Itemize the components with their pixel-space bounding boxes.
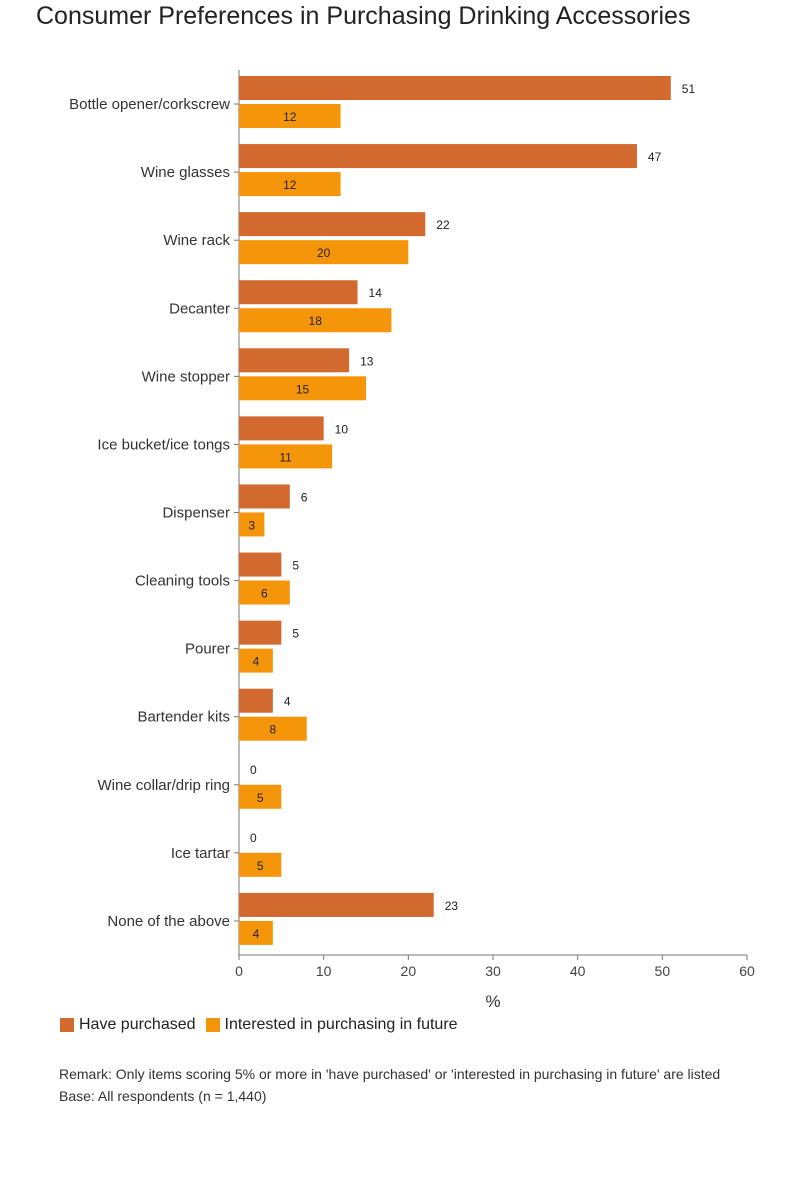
value-label-interested: 12 bbox=[283, 178, 297, 192]
legend-swatch-interested bbox=[205, 1018, 220, 1032]
value-label-interested: 4 bbox=[253, 927, 260, 941]
category-label: Dispenser bbox=[162, 505, 230, 522]
x-tick-label: 60 bbox=[739, 963, 755, 979]
category-label: Decanter bbox=[169, 300, 230, 317]
bar-have-purchased bbox=[239, 76, 671, 100]
category-label: Pourer bbox=[185, 641, 230, 658]
category-label: Ice tartar bbox=[171, 845, 230, 862]
bar-interested bbox=[239, 716, 307, 741]
bar-have-purchased bbox=[239, 484, 290, 509]
chart-notes: Remark: Only items scoring 5% or more in… bbox=[59, 1063, 729, 1107]
legend-label-interested: Interested in purchasing in future bbox=[224, 1016, 458, 1033]
value-label-interested: 6 bbox=[261, 587, 268, 601]
bar-interested bbox=[239, 444, 333, 469]
value-label-interested: 4 bbox=[253, 655, 260, 669]
legend-label-have-purchased: Have purchased bbox=[79, 1016, 196, 1033]
value-label-have-purchased: 22 bbox=[436, 218, 450, 232]
value-label-have-purchased: 47 bbox=[648, 150, 662, 164]
bar-interested bbox=[239, 104, 341, 128]
x-tick-label: 30 bbox=[485, 963, 501, 979]
value-label-have-purchased: 51 bbox=[682, 82, 696, 96]
bar-have-purchased bbox=[239, 892, 434, 917]
legend: Have purchased Interested in purchasing … bbox=[60, 1016, 468, 1034]
bar-have-purchased bbox=[239, 620, 282, 645]
remark-note: Remark: Only items scoring 5% or more in… bbox=[59, 1066, 721, 1082]
bar-interested bbox=[239, 512, 265, 537]
bar-interested bbox=[239, 648, 273, 673]
value-label-have-purchased: 5 bbox=[292, 627, 299, 641]
value-label-interested: 20 bbox=[317, 246, 331, 260]
legend-swatch-have-purchased bbox=[60, 1018, 74, 1032]
bar-interested bbox=[239, 376, 366, 401]
bar-have-purchased bbox=[239, 144, 637, 169]
value-label-have-purchased: 13 bbox=[360, 354, 374, 368]
category-label: Cleaning tools bbox=[135, 573, 230, 590]
x-tick-label: 20 bbox=[401, 963, 417, 979]
value-label-interested: 18 bbox=[309, 314, 323, 328]
bar-have-purchased bbox=[239, 416, 324, 441]
value-label-have-purchased: 6 bbox=[301, 490, 308, 504]
value-label-have-purchased: 4 bbox=[284, 695, 291, 709]
category-label: None of the above bbox=[107, 913, 230, 930]
value-label-have-purchased: 23 bbox=[445, 899, 459, 913]
bar-have-purchased bbox=[239, 552, 282, 577]
value-label-interested: 12 bbox=[283, 110, 297, 124]
bar-interested bbox=[239, 784, 282, 809]
category-label: Wine glasses bbox=[141, 164, 230, 181]
x-tick-label: 40 bbox=[570, 963, 586, 979]
value-label-have-purchased: 10 bbox=[335, 422, 349, 436]
bar-have-purchased bbox=[239, 688, 273, 713]
bar-have-purchased bbox=[239, 348, 350, 373]
legend-item-interested[interactable]: Interested in purchasing in future bbox=[205, 1016, 458, 1034]
value-label-have-purchased: 0 bbox=[250, 831, 257, 845]
x-tick-label: 0 bbox=[235, 963, 243, 979]
value-label-have-purchased: 0 bbox=[250, 763, 257, 777]
bar-interested bbox=[239, 240, 409, 265]
bar-have-purchased bbox=[239, 280, 358, 305]
base-note: Base: All respondents (n = 1,440) bbox=[59, 1088, 267, 1104]
bar-interested bbox=[239, 308, 392, 333]
bar-interested bbox=[239, 580, 290, 605]
x-tick-label: 50 bbox=[655, 963, 671, 979]
value-label-interested: 15 bbox=[296, 382, 310, 396]
value-label-interested: 5 bbox=[257, 859, 264, 873]
value-label-interested: 11 bbox=[279, 450, 292, 464]
x-tick-label: 10 bbox=[316, 963, 332, 979]
bar-interested bbox=[239, 172, 341, 197]
category-label: Bartender kits bbox=[137, 709, 230, 726]
x-axis-title: % bbox=[485, 992, 500, 1011]
category-label: Bottle opener/corkscrew bbox=[69, 96, 230, 113]
bar-interested bbox=[239, 852, 282, 877]
value-label-interested: 8 bbox=[270, 723, 277, 737]
value-label-interested: 3 bbox=[248, 518, 255, 532]
category-label: Wine rack bbox=[163, 232, 230, 249]
bar-have-purchased bbox=[239, 212, 426, 237]
value-label-interested: 5 bbox=[257, 791, 264, 805]
legend-item-have-purchased[interactable]: Have purchased bbox=[60, 1016, 196, 1034]
category-label: Ice bucket/ice tongs bbox=[97, 436, 230, 453]
category-label: Wine stopper bbox=[142, 368, 230, 385]
category-label: Wine collar/drip ring bbox=[97, 777, 230, 794]
bar-interested bbox=[239, 920, 273, 945]
value-label-have-purchased: 5 bbox=[292, 559, 299, 573]
value-label-have-purchased: 14 bbox=[369, 286, 383, 300]
chart-title: Consumer Preferences in Purchasing Drink… bbox=[36, 2, 691, 30]
